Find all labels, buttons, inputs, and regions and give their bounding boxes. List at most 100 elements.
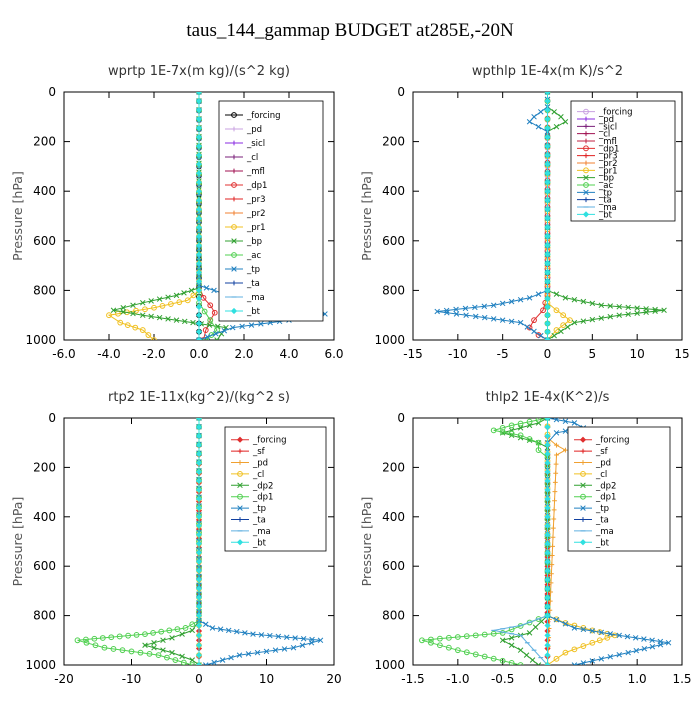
data-point xyxy=(195,336,203,340)
data-point xyxy=(553,307,560,314)
data-point xyxy=(454,634,461,640)
data-point xyxy=(195,295,203,302)
data-point xyxy=(544,303,551,311)
legend-entry: _ta xyxy=(252,516,266,526)
data-point xyxy=(524,324,531,330)
y-tick-label: 400 xyxy=(382,184,405,198)
data-point xyxy=(580,660,587,665)
data-point xyxy=(549,553,555,558)
data-point xyxy=(139,300,146,306)
data-point xyxy=(202,662,209,665)
legend-entry: _ta xyxy=(246,279,260,289)
data-point xyxy=(195,269,203,276)
data-point xyxy=(195,242,203,249)
data-point xyxy=(195,170,203,177)
legend-entry: _bp xyxy=(246,237,262,247)
legend-entry: _ma xyxy=(252,527,271,537)
legend-marker xyxy=(230,307,238,315)
data-point xyxy=(544,152,551,159)
data-point xyxy=(661,307,667,313)
y-tick-label: 1000 xyxy=(374,333,405,347)
data-point xyxy=(544,206,551,213)
data-point xyxy=(544,161,551,168)
data-point xyxy=(308,640,315,646)
data-point xyxy=(544,251,551,258)
data-point xyxy=(544,312,551,319)
series-group xyxy=(419,418,672,665)
data-point xyxy=(490,302,497,309)
legend-entry: _cl xyxy=(246,153,258,163)
data-point xyxy=(499,300,506,307)
y-tick-label: 0 xyxy=(397,85,405,99)
x-tick-label: 10 xyxy=(259,672,274,686)
data-point xyxy=(117,319,124,326)
y-tick-label: 400 xyxy=(33,510,56,524)
data-point xyxy=(544,486,551,493)
data-point xyxy=(172,657,179,663)
legend-marker xyxy=(583,197,589,203)
data-point xyxy=(236,652,243,658)
data-point xyxy=(258,632,265,638)
data-point xyxy=(128,648,135,655)
y-tick-label: 1000 xyxy=(25,333,56,347)
series-markers xyxy=(544,418,551,665)
legend-marker xyxy=(583,174,589,181)
data-point xyxy=(657,641,664,648)
data-point xyxy=(195,603,203,610)
data-point xyxy=(209,625,216,631)
x-tick-label: 5 xyxy=(589,347,597,361)
data-point xyxy=(562,621,569,627)
data-point xyxy=(649,637,655,644)
data-point xyxy=(553,291,560,297)
data-point xyxy=(267,632,273,639)
data-point xyxy=(589,316,596,323)
data-point xyxy=(195,642,203,649)
data-point xyxy=(195,115,203,123)
data-point xyxy=(472,632,479,639)
data-point xyxy=(517,647,524,653)
data-point xyxy=(176,299,183,306)
series-markers xyxy=(195,418,203,665)
legend-marker xyxy=(583,108,589,115)
data-point xyxy=(195,504,203,511)
data-point xyxy=(195,97,203,105)
data-point xyxy=(454,647,461,654)
legend-marker xyxy=(580,460,586,465)
data-point xyxy=(179,631,185,637)
data-point xyxy=(544,336,551,340)
legend-marker xyxy=(231,154,237,160)
legend-marker xyxy=(580,448,586,454)
chart-panel-3: rtp2 1E-11x(kg^2)/(kg^2 s) Pressure [hPa]… xyxy=(10,390,342,686)
data-point xyxy=(544,418,551,421)
data-point xyxy=(151,640,157,646)
y-axis-label: Pressure [hPa] xyxy=(10,171,25,261)
data-point xyxy=(195,124,203,132)
data-point xyxy=(229,324,236,331)
data-point xyxy=(517,319,524,326)
data-point xyxy=(544,468,551,475)
x-tick-label: 15 xyxy=(674,347,689,361)
data-point xyxy=(544,504,551,511)
data-point xyxy=(544,432,551,440)
data-point xyxy=(562,649,569,656)
data-point xyxy=(219,657,226,663)
data-point xyxy=(195,459,203,467)
legend-marker xyxy=(583,189,589,196)
data-point xyxy=(544,106,551,114)
data-point xyxy=(564,324,571,330)
data-point xyxy=(283,634,290,640)
legend-marker xyxy=(580,517,586,522)
data-point xyxy=(434,308,440,315)
data-point xyxy=(130,310,136,317)
data-point xyxy=(544,170,551,177)
data-point xyxy=(211,287,217,294)
data-point xyxy=(499,657,506,664)
data-point xyxy=(195,188,203,195)
data-point xyxy=(189,627,196,634)
data-point xyxy=(195,320,203,327)
data-point xyxy=(156,296,163,302)
data-point xyxy=(544,513,551,520)
legend-entry: _pd xyxy=(595,459,611,469)
x-tick-label: -2.0 xyxy=(142,347,165,361)
